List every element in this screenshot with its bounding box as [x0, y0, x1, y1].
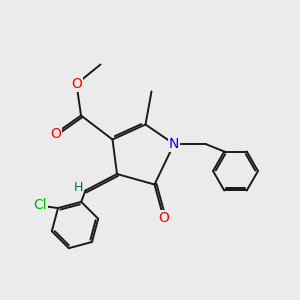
Text: O: O	[50, 127, 61, 140]
Text: O: O	[71, 77, 82, 91]
Text: H: H	[73, 181, 83, 194]
Text: Cl: Cl	[33, 198, 47, 212]
Text: N: N	[169, 137, 179, 151]
Text: O: O	[158, 211, 169, 224]
